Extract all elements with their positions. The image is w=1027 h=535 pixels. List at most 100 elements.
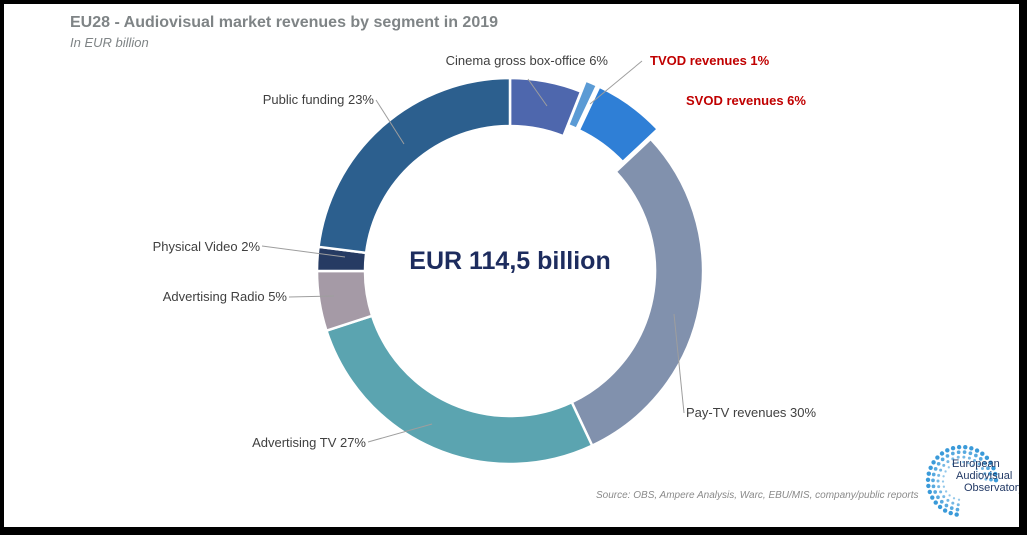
logo-dot [949,506,954,510]
logo-dot [967,456,971,460]
logo-dot [951,457,955,461]
label-pay-tv-revenues: Pay-TV revenues 30% [686,405,817,420]
logo-dot [933,490,938,494]
dotted-circle-logo-icon [925,444,999,517]
logo-dot [946,498,950,502]
logo-dot [983,461,987,466]
logo-dot [974,453,978,458]
logo-dot [927,489,932,495]
logo-dot [993,471,998,477]
logo-dot [951,463,955,466]
logo-dot [942,475,945,478]
logo-dot [945,448,950,453]
logo-line-3: Observatory [964,482,1019,494]
logo-dot [937,504,943,510]
slice-svod-revenues [577,84,660,164]
logo-dot [984,455,990,461]
logo-line-1: European [952,458,1000,470]
logo-dot [944,470,947,473]
logo-dot [973,459,977,463]
logo-dot [942,495,946,499]
chart-title: EU28 - Audiovisual market revenues by se… [70,14,499,31]
donut-chart: Cinema gross box-office 6% TVOD revenues … [153,53,817,466]
logo-dot [980,451,985,456]
logo-dot [951,451,955,456]
logo-dot [942,508,948,513]
logo-dot [940,457,945,462]
logo-dot [991,465,996,471]
logo-dot [931,478,935,483]
chart-frame: EU28 - Audiovisual market revenues by se… [4,4,1019,527]
logo-dot [926,471,932,476]
leader-line-cinema-gross-box-office [527,78,548,107]
logo-dot [930,495,935,500]
logo-dot [950,445,956,451]
center-total-label: EUR 114,5 billion [409,247,610,275]
slice-cinema-gross-box-office [508,76,583,138]
logo-dot [945,454,950,458]
leader-line-tvod-revenues [589,60,643,105]
logo-dot [951,501,955,505]
logo-dot [941,480,945,483]
logo-dot [952,497,956,500]
slice-advertising-tv [324,314,594,466]
logo-dot [939,499,944,504]
chart-subtitle: In EUR billion [70,35,149,50]
logo-dot [936,479,940,483]
logo-dot [954,512,959,517]
logo-dot [942,463,946,467]
logo-dot [980,466,984,470]
source-note: Source: OBS, Ampere Analysis, Warc, EBU/… [596,490,919,501]
logo-dot [946,460,950,464]
label-advertising-radio: Advertising Radio 5% [163,289,288,304]
logo-dot [993,477,999,483]
logo-dot [979,477,983,480]
leader-line-advertising-tv [367,423,433,443]
logo-dot [963,444,968,450]
logo-dot [967,461,970,465]
logo-dot [936,461,941,466]
logo-dot [969,446,974,451]
leader-line-public-funding [375,99,405,145]
logo-dot [984,477,988,481]
label-physical-video: Physical Video 2% [153,239,261,254]
label-public-funding: Public funding 23% [263,92,375,107]
logo-dot [944,490,948,493]
leader-line-physical-video [261,245,346,258]
logo-dot [975,467,978,471]
logo-dot [988,460,993,465]
logo-dot [957,498,961,501]
logo-text: European Audiovisual Observatory [952,458,1019,494]
logo-dot [986,466,990,471]
label-cinema-gross-box-office: Cinema gross box-office 6% [446,53,609,68]
logo-dot [948,494,951,497]
logo-dot [956,503,960,507]
logo-dot [978,472,981,475]
logo-dot [956,461,960,464]
logo-dot [971,464,975,467]
logo-dot [978,457,983,461]
label-svod-revenues: SVOD revenues 6% [686,93,806,108]
logo-dot [937,473,941,477]
logo-dot [956,444,962,450]
logo-dot [956,450,961,455]
logo-line-2: Audiovisual [956,470,1013,482]
slice-public-funding [317,76,512,255]
logo-dot [939,468,943,472]
label-tvod-revenues: TVOD revenues 1% [650,53,770,68]
logo-dot [989,477,993,482]
logo-dot [944,503,949,508]
logo-dot [942,485,946,488]
slice-pay-tv-revenues [570,137,705,448]
logo-dot [936,495,940,500]
logo-dot [933,467,938,471]
logo-dot [937,485,941,489]
logo-dot [931,472,936,477]
logo-dot [983,472,987,476]
label-advertising-tv: Advertising TV 27% [252,435,366,450]
logo-dot [926,483,931,489]
logo-dot [939,451,945,456]
logo-dot [931,460,936,465]
logo-dot [962,455,966,459]
leader-line-pay-tv-revenues [673,313,685,414]
